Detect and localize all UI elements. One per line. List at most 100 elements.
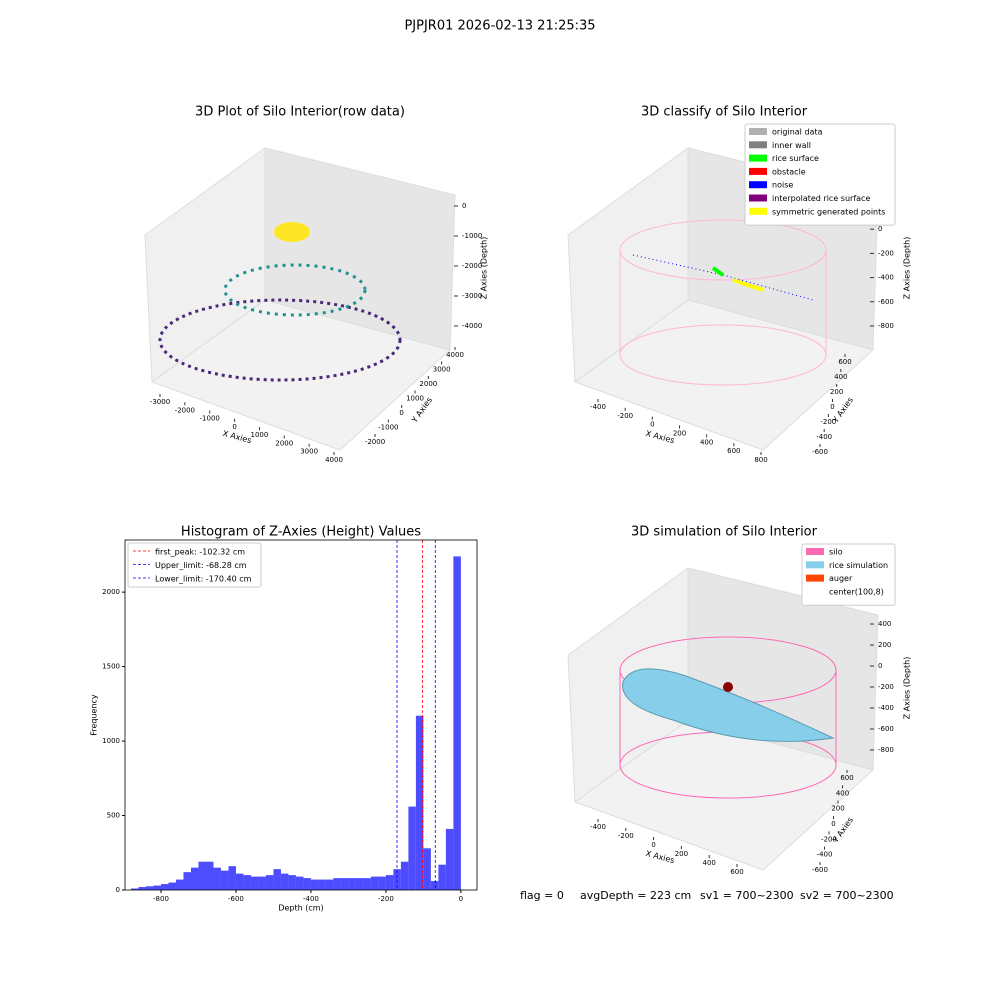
chart-title: 3D classify of Silo Interior bbox=[641, 105, 808, 120]
y-tick-label: 3000 bbox=[433, 366, 451, 374]
x-tick-label: 400 bbox=[700, 438, 713, 446]
legend-swatch bbox=[749, 128, 767, 135]
status-sv1: sv1 = 700~2300 bbox=[700, 889, 794, 902]
bar bbox=[273, 869, 281, 890]
bar bbox=[220, 870, 229, 890]
legend-label: obstacle bbox=[772, 167, 806, 176]
y-tick-label: -600 bbox=[812, 866, 828, 874]
legend-box bbox=[127, 542, 262, 588]
z-tick-label: -600 bbox=[878, 725, 894, 733]
legend-label: original data bbox=[772, 128, 823, 137]
legend-label: symmetric generated points bbox=[772, 207, 885, 216]
z-tick-label: 0 bbox=[878, 225, 882, 233]
z-tick-label: -1000 bbox=[462, 232, 482, 240]
bar bbox=[288, 875, 296, 890]
y-tick-label: 0 bbox=[830, 403, 834, 411]
x-tick-label: -600 bbox=[228, 895, 244, 903]
bar bbox=[295, 876, 304, 890]
bar bbox=[138, 887, 146, 890]
chart-title: Histogram of Z-Axies (Height) Values bbox=[181, 525, 421, 540]
z-tick-label: -800 bbox=[878, 746, 894, 754]
bar bbox=[363, 878, 371, 890]
x-tick-label: -1000 bbox=[200, 415, 220, 423]
legend-box bbox=[744, 123, 896, 226]
z-tick-label: 0 bbox=[878, 662, 882, 670]
z-tick-label: -3000 bbox=[462, 292, 482, 300]
y-tick-label: 0 bbox=[831, 820, 835, 828]
x-tick-label: -200 bbox=[618, 832, 634, 840]
y-tick-label: 1500 bbox=[102, 663, 120, 671]
z-tick-label: -600 bbox=[878, 298, 894, 306]
legend-label: inner wall bbox=[772, 141, 811, 150]
bar bbox=[183, 872, 191, 890]
z-tick-label: -200 bbox=[878, 683, 894, 691]
bar bbox=[303, 878, 311, 890]
bar bbox=[393, 869, 401, 890]
x-tick-label: 200 bbox=[673, 430, 686, 438]
bar bbox=[325, 879, 334, 890]
legend-swatch bbox=[749, 207, 767, 215]
x-tick-label: -200 bbox=[617, 412, 633, 420]
y-tick-label: 600 bbox=[838, 358, 851, 366]
frame-1 bbox=[144, 147, 456, 451]
bar bbox=[130, 888, 139, 890]
legend-swatch bbox=[749, 167, 767, 175]
bar bbox=[423, 848, 431, 890]
y-tick-label: -2000 bbox=[365, 438, 385, 446]
z-axis-label: Z Axies (Depth) bbox=[903, 237, 912, 300]
y-tick-label: 0 bbox=[399, 409, 403, 417]
y-axis-label: Frequency bbox=[90, 694, 99, 736]
z-tick-label: -400 bbox=[878, 274, 894, 282]
bar bbox=[400, 861, 409, 890]
x-tick-label: -400 bbox=[590, 823, 606, 831]
legend-swatch bbox=[806, 548, 824, 555]
x-tick-label: 600 bbox=[730, 868, 743, 876]
bar bbox=[243, 875, 251, 890]
bar bbox=[355, 878, 364, 890]
y-tick-label: 2000 bbox=[419, 380, 437, 388]
y-tick-label: 600 bbox=[840, 774, 853, 782]
y-tick-label: 400 bbox=[836, 789, 849, 797]
x-tick-label: 800 bbox=[754, 456, 767, 464]
bar bbox=[445, 828, 454, 890]
x-axis-label: Depth (cm) bbox=[278, 904, 323, 913]
legend-swatch bbox=[806, 574, 824, 582]
bar bbox=[318, 879, 326, 890]
status-depth: avgDepth = 223 cm bbox=[580, 889, 691, 902]
legend-label: Lower_limit: -170.40 cm bbox=[155, 575, 252, 584]
bar bbox=[198, 861, 206, 890]
bar bbox=[340, 878, 349, 890]
y-tick-label: 200 bbox=[831, 805, 844, 813]
bar bbox=[453, 556, 461, 890]
x-tick-label: 4000 bbox=[325, 456, 343, 464]
y-tick-label: -1000 bbox=[378, 424, 398, 432]
z-tick-label: 200 bbox=[878, 641, 891, 649]
bar bbox=[228, 866, 236, 890]
legend-box bbox=[801, 543, 896, 606]
x-tick-label: -400 bbox=[303, 895, 319, 903]
bar bbox=[160, 884, 169, 890]
legend-swatch bbox=[806, 561, 824, 569]
legend-label: interpolated rice surface bbox=[772, 194, 870, 203]
bar bbox=[333, 878, 341, 890]
legend-label: center(100,8) bbox=[829, 587, 884, 596]
z-tick-label: -4000 bbox=[462, 322, 482, 330]
x-tick-label: -200 bbox=[378, 895, 394, 903]
legend-swatch bbox=[749, 181, 767, 189]
bar bbox=[153, 885, 161, 890]
legend-label: rice surface bbox=[772, 154, 819, 163]
y-tick-label: 1000 bbox=[406, 395, 424, 403]
legend-swatch bbox=[749, 154, 767, 162]
suptitle: PJPJR01 2026-02-13 21:25:35 bbox=[404, 19, 595, 34]
legend-swatch bbox=[749, 194, 767, 202]
z-tick-label: 0 bbox=[462, 202, 466, 210]
x-tick-label: 0 bbox=[651, 841, 655, 849]
y-tick-label: 4000 bbox=[446, 351, 464, 359]
frame-3 bbox=[567, 567, 879, 871]
z-axis-label: Z Axies (Depth) bbox=[903, 657, 912, 720]
bar bbox=[190, 867, 199, 890]
bar bbox=[213, 867, 221, 890]
frame-2 bbox=[567, 147, 879, 451]
y-tick-label: -400 bbox=[816, 433, 832, 441]
